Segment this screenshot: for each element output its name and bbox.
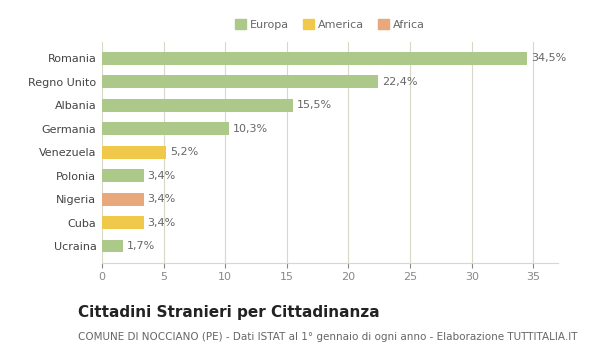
Bar — [102, 99, 293, 112]
Bar — [102, 122, 229, 135]
Text: 3,4%: 3,4% — [148, 218, 176, 228]
Bar — [102, 193, 144, 205]
Bar — [102, 76, 378, 88]
Bar — [102, 240, 123, 252]
Text: 34,5%: 34,5% — [531, 54, 566, 63]
Text: 10,3%: 10,3% — [233, 124, 268, 134]
Bar — [102, 52, 527, 65]
Text: 5,2%: 5,2% — [170, 147, 198, 157]
Text: 3,4%: 3,4% — [148, 194, 176, 204]
Bar — [102, 146, 166, 159]
Bar — [102, 216, 144, 229]
Text: 3,4%: 3,4% — [148, 171, 176, 181]
Legend: Europa, America, Africa: Europa, America, Africa — [232, 17, 428, 32]
Text: 15,5%: 15,5% — [297, 100, 332, 110]
Text: COMUNE DI NOCCIANO (PE) - Dati ISTAT al 1° gennaio di ogni anno - Elaborazione T: COMUNE DI NOCCIANO (PE) - Dati ISTAT al … — [78, 332, 577, 343]
Text: 1,7%: 1,7% — [127, 241, 155, 251]
Bar — [102, 169, 144, 182]
Text: 22,4%: 22,4% — [382, 77, 417, 87]
Text: Cittadini Stranieri per Cittadinanza: Cittadini Stranieri per Cittadinanza — [78, 304, 380, 320]
